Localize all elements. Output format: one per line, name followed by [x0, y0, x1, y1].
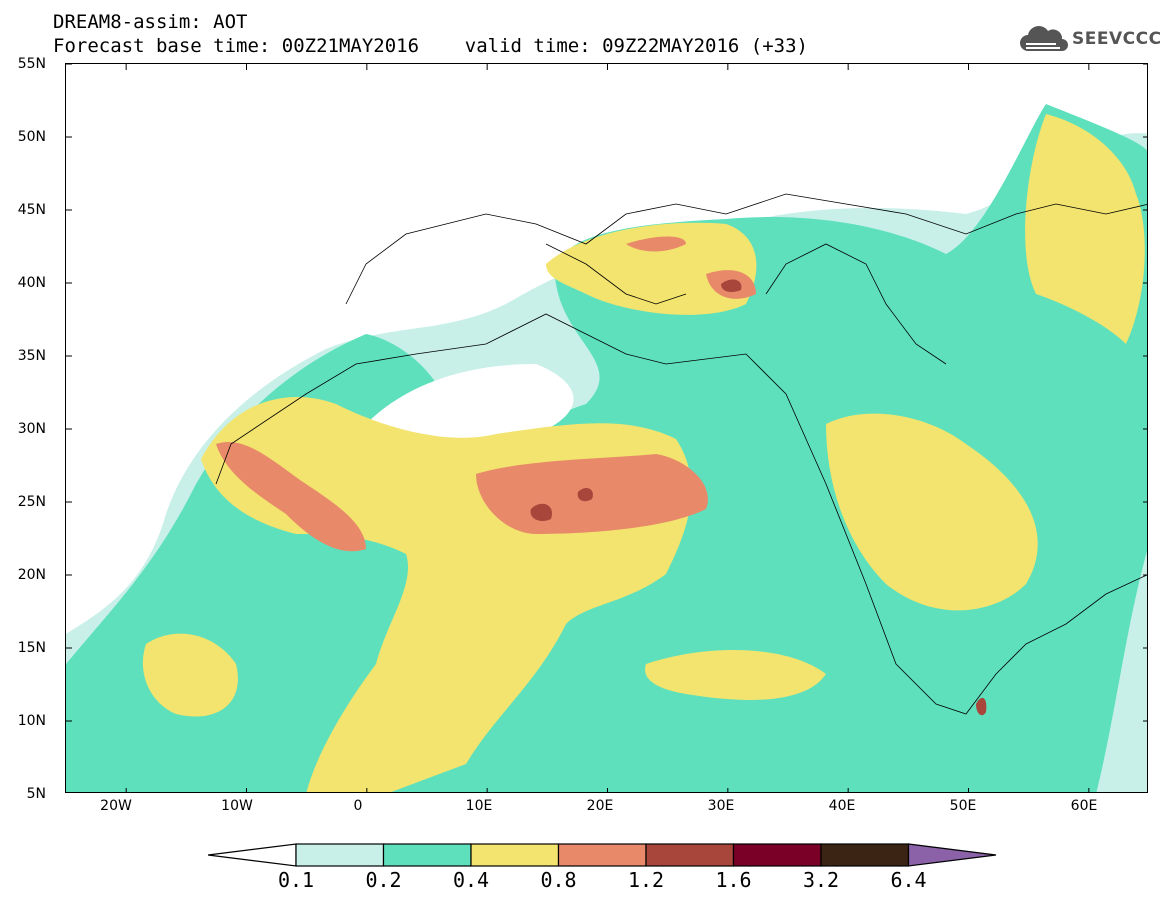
colorbar-segment [732, 843, 822, 867]
lat-label: 45N [17, 202, 46, 218]
lon-label: 20E [586, 798, 614, 814]
colorbar-segment [557, 843, 647, 867]
lon-label: 20W [100, 798, 132, 814]
colorbar-label: 3.2 [802, 868, 840, 892]
colorbar-label: 6.4 [890, 868, 927, 892]
colorbar-over-arrow [907, 843, 997, 867]
title-line-1: DREAM8-assim: AOT [53, 11, 248, 33]
colorbar-label: 0.2 [365, 868, 402, 892]
colorbar-under-arrow [208, 843, 297, 867]
title-line-2: Forecast base time: 00Z21MAY2016 valid t… [53, 35, 808, 57]
colorbar-segment [470, 843, 560, 867]
aot-band-0.8 [216, 442, 366, 552]
colorbar-label: 1.6 [715, 868, 752, 892]
aot-band-1.2 [530, 503, 552, 521]
colorbar-segment [820, 843, 910, 867]
colorbar-label: 0.8 [540, 868, 577, 892]
lat-label: 30N [17, 421, 46, 437]
colorbar-segment [645, 843, 735, 867]
colorbar-segment [382, 843, 472, 867]
colorbar [208, 843, 997, 867]
colorbar-label: 0.1 [277, 868, 315, 892]
lon-label: 0 [353, 798, 363, 814]
map-frame [65, 63, 1148, 793]
colorbar-label: 1.2 [627, 868, 665, 892]
colorbar-segment [295, 843, 385, 867]
lat-label: 5N [26, 786, 46, 802]
logo-text: SEEVCCC [1072, 29, 1162, 49]
lon-label: 60E [1070, 798, 1098, 814]
lat-label: 20N [17, 567, 46, 583]
lat-label: 50N [17, 129, 46, 145]
lon-label: 40E [828, 798, 856, 814]
seevccc-logo: SEEVCCC [1018, 24, 1161, 58]
lat-label: 25N [17, 494, 46, 510]
colorbar-label: 0.4 [452, 868, 490, 892]
cloud-icon [1020, 26, 1068, 51]
lat-label: 15N [17, 640, 46, 656]
aot-map [66, 64, 1147, 792]
lon-label: 10E [465, 798, 493, 814]
lat-label: 35N [17, 348, 46, 364]
lat-label: 10N [17, 713, 46, 729]
lat-label: 40N [17, 275, 46, 291]
lat-label: 55N [17, 56, 46, 72]
lon-label: 50E [949, 798, 977, 814]
lon-label: 10W [221, 798, 253, 814]
lon-label: 30E [707, 798, 735, 814]
